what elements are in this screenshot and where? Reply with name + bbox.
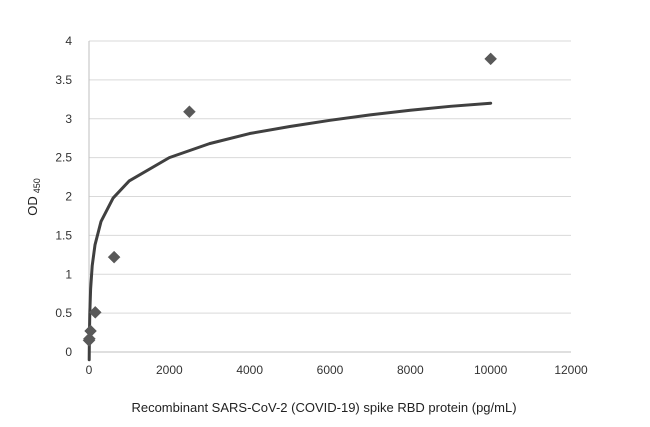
- data-point-diamond: [107, 250, 121, 264]
- y-axis-title-subscript: 450: [32, 178, 42, 193]
- x-axis-title: Recombinant SARS-CoV-2 (COVID-19) spike …: [131, 400, 516, 415]
- data-point-diamond: [88, 305, 102, 319]
- x-tick-labels: 0 2000 4000 6000 8000 10000 12000: [86, 363, 588, 377]
- y-tick-label: 1.5: [55, 228, 72, 242]
- gridlines: [89, 40, 571, 314]
- y-axis-title: OD 450: [25, 178, 42, 216]
- x-tick-label: 6000: [317, 363, 344, 377]
- data-point-diamond: [484, 52, 498, 66]
- data-points: [82, 52, 498, 347]
- x-tick-label: 8000: [397, 363, 424, 377]
- y-tick-label: 3.5: [55, 73, 72, 87]
- x-tick-label: 10000: [474, 363, 508, 377]
- y-tick-label: 2: [65, 190, 72, 204]
- y-tick-label: 4: [65, 34, 72, 48]
- y-tick-label: 2.5: [55, 151, 72, 165]
- data-point-diamond: [84, 324, 97, 338]
- data-point-diamond: [83, 332, 96, 346]
- fit-curve: [87, 101, 493, 362]
- x-tick-label: 0: [86, 363, 93, 377]
- data-point-diamond: [183, 105, 196, 119]
- y-tick-label: 1: [65, 267, 72, 281]
- x-tick-label: 2000: [156, 363, 183, 377]
- fit-curve-layer: [87, 101, 493, 362]
- y-axis-title-main: OD: [25, 196, 40, 216]
- x-tick-label: 4000: [236, 363, 263, 377]
- y-tick-labels: 0 0.5 1 1.5 2 2.5 3 3.5 4: [55, 34, 72, 359]
- x-tick-label: 12000: [554, 363, 588, 377]
- y-tick-label: 0.5: [55, 306, 72, 320]
- y-tick-label: 3: [65, 112, 72, 126]
- y-tick-label: 0: [65, 345, 72, 359]
